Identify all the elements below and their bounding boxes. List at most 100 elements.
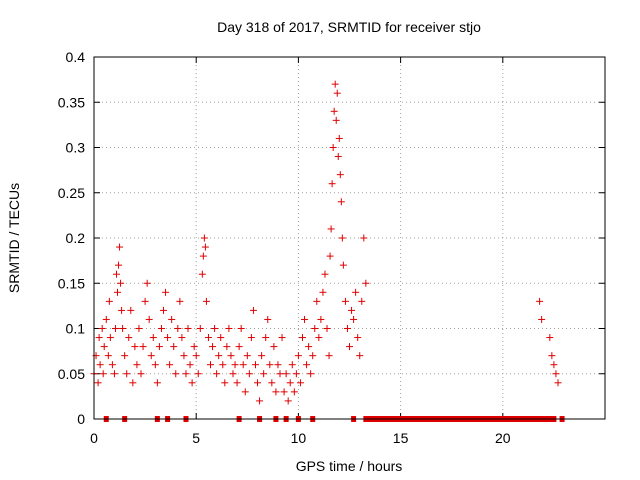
data-point [229,370,237,378]
data-point [264,315,272,323]
data-point [176,297,184,305]
data-point [278,334,286,342]
data-point [328,180,336,188]
data-point [270,343,278,351]
x-tick-label: 20 [495,430,511,446]
data-point [141,297,149,305]
data-point [256,397,264,405]
data-point [350,315,358,323]
data-point [332,116,340,124]
data-point [550,361,558,369]
data-point [323,325,331,332]
data-point [119,325,127,332]
data-point [241,388,249,396]
data-point [112,270,120,278]
y-tick-label: 0.05 [58,366,85,382]
data-point [219,361,227,369]
data-point [343,325,351,332]
y-axis-label: SRMTID / TECUs [6,183,22,293]
data-point [196,325,204,332]
data-point [178,334,186,342]
data-point [155,343,163,351]
data-point [329,144,337,151]
x-tick-label: 0 [90,430,98,446]
data-point [201,243,209,251]
data-point [98,325,106,332]
tick-labels: 0 5 10 15 20 0 0.05 0.1 0.15 0.2 0.25 0.3 0.35 0.4 [58,49,511,446]
data-point [153,379,161,387]
data-point [338,234,346,242]
data-point [258,352,266,360]
y-tick-label: 0.3 [66,140,86,156]
data-point [317,315,325,323]
data-point [249,306,257,314]
data-point [190,343,198,351]
data-point [233,379,241,387]
data-point [546,334,554,342]
data-point [121,352,129,360]
data-point [307,370,315,378]
data-point [231,361,239,369]
data-point [552,370,560,378]
data-point [237,325,245,332]
data-point [123,370,131,378]
data-point [260,370,268,378]
y-tick-label: 0.25 [58,185,85,201]
data-point [104,352,112,360]
data-point [204,334,212,342]
data-point [360,234,368,242]
data-point [116,243,124,251]
data-point [286,379,294,387]
data-point [348,306,356,314]
data-point [159,306,167,314]
data-point [319,288,327,296]
data-point [276,370,284,378]
data-point [266,361,274,369]
data-point [188,379,196,387]
data-point [358,297,366,305]
grid-lines [94,57,605,419]
x-tick-label: 10 [291,430,307,446]
data-point [354,334,362,342]
data-point [202,297,210,305]
data-point [245,370,253,378]
data-point [198,270,206,278]
data-point [309,352,317,360]
data-point [186,361,194,369]
data-point [311,325,319,332]
data-point [339,261,347,269]
data-point [114,288,122,296]
data-point [333,89,341,97]
data-point [200,234,208,242]
data-point [334,153,342,161]
data-point [211,325,219,332]
data-point [296,379,304,387]
data-point [182,370,190,378]
data-point [298,334,306,342]
data-point [96,361,104,369]
data-point [290,388,298,396]
data-point [268,379,276,387]
data-point [331,80,339,88]
data-point [243,352,251,360]
y-tick-label: 0.15 [58,275,85,291]
data-point [149,334,157,342]
data-point [180,352,188,360]
data-point [284,397,292,405]
data-point [174,325,182,332]
data-point [548,352,556,360]
data-points [90,80,562,405]
data-point [194,370,202,378]
data-point [199,252,207,260]
data-point [143,279,151,287]
data-point [262,334,270,342]
data-point [172,370,180,378]
data-point [247,334,255,342]
data-point [336,171,344,179]
data-point [280,388,288,396]
data-point [170,343,178,351]
data-point [292,370,300,378]
data-point [106,334,114,342]
data-point [213,370,221,378]
